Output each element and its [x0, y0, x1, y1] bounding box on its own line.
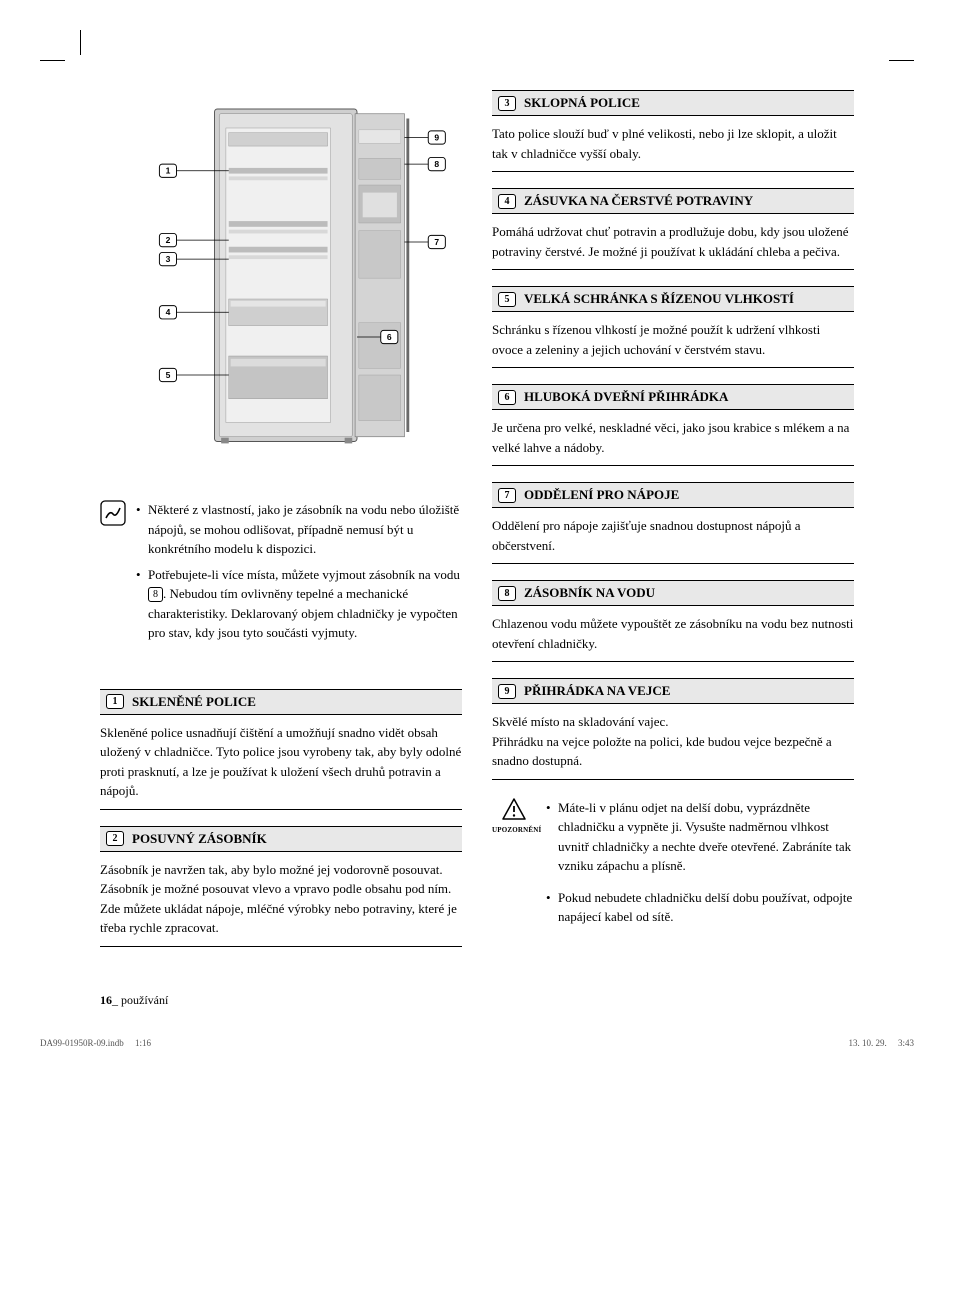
warning-item: Pokud nebudete chladničku delší dobu pou…	[546, 888, 854, 927]
warning-icon: UPOZORNĚNÍ	[492, 798, 536, 939]
warning-block: UPOZORNĚNÍ Máte-li v plánu odjet na delš…	[492, 798, 854, 939]
note-item: Potřebujete-li více místa, můžete vyjmou…	[136, 565, 462, 643]
inline-callout: 8	[148, 587, 163, 602]
section-body: Je určena pro velké, neskladné věci, jak…	[492, 416, 854, 466]
section: 5 VELKÁ SCHRÁNKA S ŘÍZENOU VLHKOSTÍ Schrán…	[492, 286, 854, 368]
section-title: PŘIHRÁDKA NA VEJCE	[524, 683, 670, 699]
note-icon	[100, 500, 126, 526]
section-number: 4	[498, 194, 516, 209]
section-body: Skleněné police usnadňují čištění a umož…	[100, 721, 462, 810]
section-number: 5	[498, 292, 516, 307]
section: 1 SKLENĚNÉ POLICE Skleněné police usnadňuj…	[100, 689, 462, 810]
section-title: HLUBOKÁ DVEŘNÍ PŘIHRÁDKA	[524, 389, 728, 405]
warning-text: Máte-li v plánu odjet na delší dobu, vyp…	[546, 798, 854, 939]
section-title: POSUVNÝ ZÁSOBNÍK	[132, 831, 267, 847]
section-number: 2	[106, 831, 124, 846]
section-body: Pomáhá udržovat chuť potravin a prodlužu…	[492, 220, 854, 270]
left-column: 1 2 3 4 5 6 7 8 9 Někter	[100, 90, 462, 963]
svg-text:5: 5	[166, 370, 171, 380]
section-header: 5 VELKÁ SCHRÁNKA S ŘÍZENOU VLHKOSTÍ	[492, 286, 854, 312]
section-number: 9	[498, 684, 516, 699]
fridge-diagram: 1 2 3 4 5 6 7 8 9	[100, 90, 462, 470]
section-body: Oddělení pro nápoje zajišťuje snadnou do…	[492, 514, 854, 564]
page-content: 1 2 3 4 5 6 7 8 9 Někter	[40, 90, 914, 963]
section: 7 ODDĚLENÍ PRO NÁPOJE Oddělení pro nápoje …	[492, 482, 854, 564]
section-title: ODDĚLENÍ PRO NÁPOJE	[524, 487, 679, 503]
section-body: Schránku s řízenou vlhkostí je možné pou…	[492, 318, 854, 368]
svg-text:8: 8	[434, 159, 439, 169]
section-body: Zásobník je navržen tak, aby bylo možné …	[100, 858, 462, 947]
section-title: SKLENĚNÉ POLICE	[132, 694, 256, 710]
section-header: 1 SKLENĚNÉ POLICE	[100, 689, 462, 715]
section-number: 3	[498, 96, 516, 111]
section-number: 1	[106, 694, 124, 709]
section-title: VELKÁ SCHRÁNKA S ŘÍZENOU VLHKOSTÍ	[524, 291, 794, 307]
note-block: Některé z vlastností, jako je zásobník n…	[100, 500, 462, 649]
section-header: 3 SKLOPNÁ POLICE	[492, 90, 854, 116]
section-title: ZÁSOBNÍK NA VODU	[524, 585, 655, 601]
warning-label: UPOZORNĚNÍ	[492, 825, 536, 836]
svg-text:7: 7	[434, 237, 439, 247]
section: 3 SKLOPNÁ POLICE Tato police slouží buď v …	[492, 90, 854, 172]
svg-text:3: 3	[166, 254, 171, 264]
section-title: ZÁSUVKA NA ČERSTVÉ POTRAVINY	[524, 193, 753, 209]
section-title: SKLOPNÁ POLICE	[524, 95, 640, 111]
section: 6 HLUBOKÁ DVEŘNÍ PŘIHRÁDKA Je určena pro v…	[492, 384, 854, 466]
section-body: Tato police slouží buď v plné velikosti,…	[492, 122, 854, 172]
section-header: 9 PŘIHRÁDKA NA VEJCE	[492, 678, 854, 704]
page-footer: 16_ používání	[40, 963, 914, 1008]
section-header: 8 ZÁSOBNÍK NA VODU	[492, 580, 854, 606]
section-body: Chlazenou vodu můžete vypouštět ze zásob…	[492, 612, 854, 662]
section: 4 ZÁSUVKA NA ČERSTVÉ POTRAVINY Pomáhá udrž…	[492, 188, 854, 270]
section-header: 7 ODDĚLENÍ PRO NÁPOJE	[492, 482, 854, 508]
footer-date: 13. 10. 29.	[848, 1038, 886, 1048]
section-number: 6	[498, 390, 516, 405]
note-item: Některé z vlastností, jako je zásobník n…	[136, 500, 462, 559]
section-body: Skvělé místo na skladování vajec.Přihrád…	[492, 710, 854, 780]
svg-text:9: 9	[434, 132, 439, 142]
footer-time: 3:43	[898, 1038, 914, 1048]
svg-text:4: 4	[166, 307, 171, 317]
footer-sheet: 1:16	[135, 1038, 151, 1048]
footer-file: DA99-01950R-09.indb	[40, 1038, 124, 1048]
footer-meta: DA99-01950R-09.indb 1:16 13. 10. 29. 3:4…	[40, 1008, 914, 1048]
section: 9 PŘIHRÁDKA NA VEJCE Skvělé místo na sklad…	[492, 678, 854, 780]
note-text: Některé z vlastností, jako je zásobník n…	[136, 500, 462, 649]
page-number: 16_ používání	[100, 993, 168, 1008]
svg-text:2: 2	[166, 235, 171, 245]
section: 2 POSUVNÝ ZÁSOBNÍK Zásobník je navržen tak…	[100, 826, 462, 947]
svg-text:1: 1	[166, 166, 171, 176]
warning-item: Máte-li v plánu odjet na delší dobu, vyp…	[546, 798, 854, 876]
section: 8 ZÁSOBNÍK NA VODU Chlazenou vodu můžete v…	[492, 580, 854, 662]
right-column: 3 SKLOPNÁ POLICE Tato police slouží buď v …	[492, 90, 854, 963]
crop-marks	[40, 30, 914, 70]
section-header: 6 HLUBOKÁ DVEŘNÍ PŘIHRÁDKA	[492, 384, 854, 410]
section-header: 2 POSUVNÝ ZÁSOBNÍK	[100, 826, 462, 852]
section-header: 4 ZÁSUVKA NA ČERSTVÉ POTRAVINY	[492, 188, 854, 214]
section-number: 8	[498, 586, 516, 601]
section-number: 7	[498, 488, 516, 503]
svg-text:6: 6	[387, 332, 392, 342]
